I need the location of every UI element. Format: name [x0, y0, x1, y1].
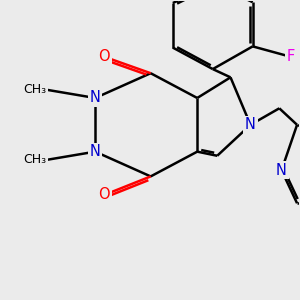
Text: N: N — [276, 163, 287, 178]
Text: O: O — [98, 188, 110, 202]
Text: N: N — [90, 91, 101, 106]
Text: F: F — [286, 49, 295, 64]
Text: O: O — [98, 49, 110, 64]
Text: N: N — [245, 117, 256, 132]
Text: N: N — [90, 144, 101, 159]
Text: CH₃: CH₃ — [23, 153, 46, 167]
Text: CH₃: CH₃ — [23, 83, 46, 96]
